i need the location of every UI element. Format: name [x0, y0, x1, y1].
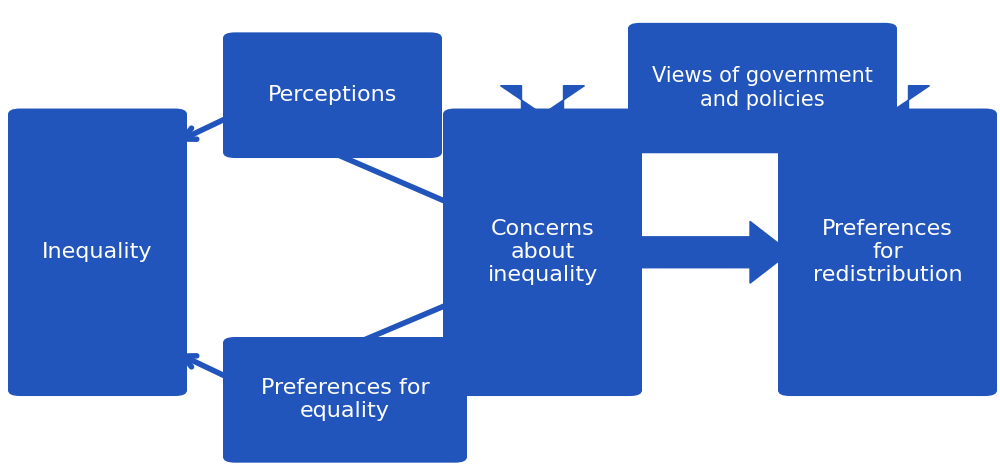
FancyBboxPatch shape: [223, 32, 442, 158]
Text: Views of government
and policies: Views of government and policies: [652, 67, 873, 109]
Polygon shape: [846, 86, 930, 148]
FancyBboxPatch shape: [778, 109, 997, 396]
FancyBboxPatch shape: [8, 109, 187, 396]
Text: Concerns
about
inequality: Concerns about inequality: [487, 219, 598, 286]
FancyBboxPatch shape: [443, 109, 642, 396]
FancyBboxPatch shape: [223, 337, 467, 463]
Text: Perceptions: Perceptions: [268, 85, 397, 105]
Polygon shape: [630, 221, 790, 283]
FancyBboxPatch shape: [628, 23, 897, 153]
Text: Preferences
for
redistribution: Preferences for redistribution: [813, 219, 962, 286]
Polygon shape: [500, 86, 584, 148]
Text: Inequality: Inequality: [42, 242, 153, 262]
Text: Preferences for
equality: Preferences for equality: [261, 378, 429, 421]
